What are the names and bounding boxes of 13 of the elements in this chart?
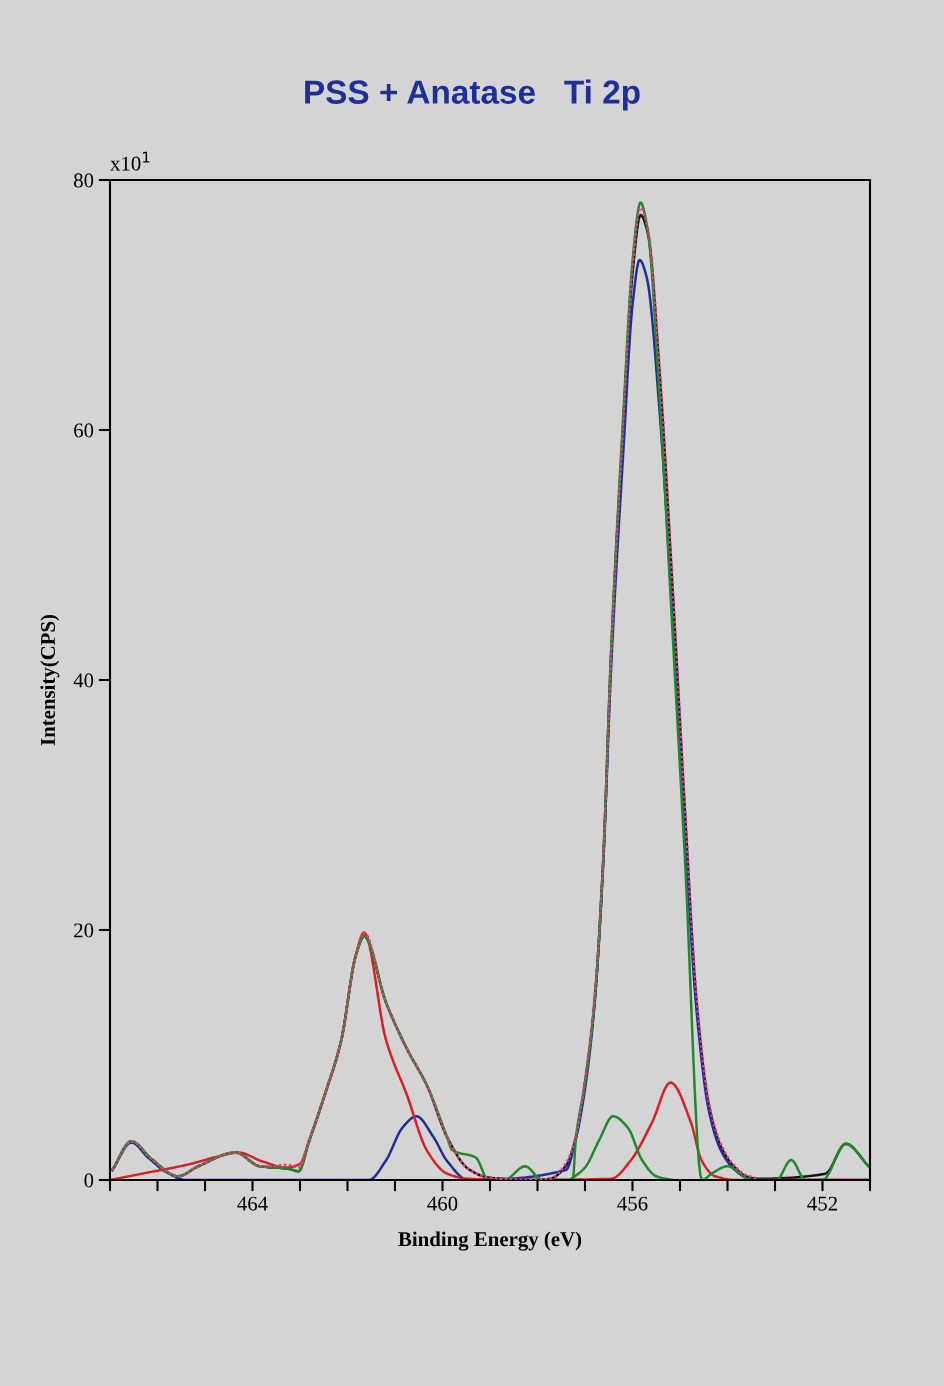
chart-title: PSS + Anatase Ti 2p [305,79,640,111]
y-tick-label: 0 [84,1173,94,1188]
text: x10$^{1}$ [110,151,150,171]
y-tick-label: 40 [73,673,94,688]
x-axis-title: Binding Energy (eV) [398,1231,582,1251]
y-tick-label: 80 [73,173,94,188]
x-tick-label: 460 [427,1196,458,1211]
x-tick-label: 456 [617,1196,648,1211]
x-tick-label: 452 [807,1196,837,1211]
y-tick-label: 20 [74,923,94,938]
x-tick-label: 464 [237,1196,268,1211]
y-tick-label: 60 [74,423,94,438]
y-axis-title: Intensity(CPS) [40,614,60,746]
